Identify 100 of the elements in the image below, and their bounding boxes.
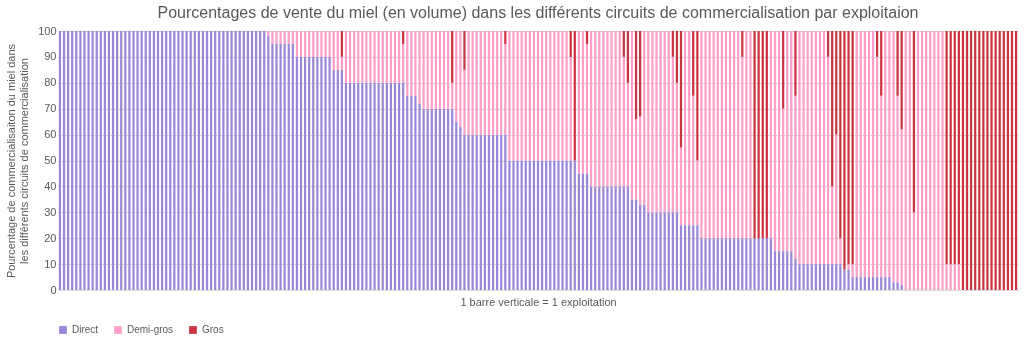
- bar: [512, 31, 515, 161]
- bar: [512, 160, 515, 290]
- bar: [863, 277, 866, 290]
- bar: [659, 212, 662, 290]
- bar: [230, 31, 233, 290]
- bar: [389, 31, 393, 83]
- bar: [295, 31, 299, 57]
- bar: [753, 31, 756, 239]
- bar: [741, 31, 744, 57]
- bar: [610, 31, 613, 187]
- bar: [826, 31, 830, 57]
- bar: [467, 134, 470, 290]
- bar: [802, 31, 805, 265]
- bar: [622, 31, 625, 57]
- bar: [463, 134, 466, 290]
- bar: [557, 31, 560, 161]
- bar: [847, 269, 850, 290]
- bar: [377, 31, 380, 83]
- bar: [328, 56, 331, 290]
- bar: [606, 31, 609, 187]
- bar: [786, 251, 789, 290]
- bar: [790, 251, 793, 290]
- y-tick-label: 0: [50, 283, 57, 296]
- bar: [843, 31, 846, 270]
- legend-label: Gros: [202, 324, 224, 335]
- bar: [561, 31, 564, 161]
- bar: [557, 160, 560, 290]
- legend-label: Direct: [72, 324, 99, 335]
- bar: [716, 238, 719, 290]
- bar: [373, 31, 376, 83]
- y-tick-label: 50: [44, 154, 57, 166]
- bar: [810, 264, 813, 290]
- bar: [745, 31, 748, 239]
- bar: [708, 238, 711, 290]
- bar: [753, 238, 756, 290]
- bar: [937, 31, 940, 290]
- bar: [880, 277, 883, 290]
- bar: [336, 31, 339, 70]
- bar: [422, 31, 425, 109]
- bar: [585, 31, 589, 44]
- bar: [132, 31, 135, 290]
- bar: [700, 31, 703, 239]
- bar: [896, 282, 899, 290]
- bar: [839, 264, 842, 290]
- bar: [777, 251, 781, 290]
- bar: [299, 31, 303, 57]
- bar: [851, 264, 854, 278]
- bar: [953, 264, 956, 290]
- bar: [765, 238, 768, 290]
- bar: [381, 31, 384, 83]
- bar: [340, 31, 343, 57]
- bar: [851, 31, 854, 265]
- bar: [892, 31, 895, 283]
- bar: [569, 31, 572, 57]
- bar: [332, 31, 335, 70]
- bar: [177, 31, 180, 290]
- legend-label: Demi-gros: [127, 324, 174, 335]
- bar: [516, 160, 519, 290]
- bar: [782, 251, 785, 290]
- bar: [508, 31, 511, 161]
- bar: [402, 43, 405, 83]
- bar: [467, 31, 470, 135]
- bar: [655, 31, 658, 213]
- bar: [385, 31, 388, 83]
- bar: [949, 264, 952, 290]
- bar: [626, 31, 630, 83]
- bar: [361, 31, 364, 83]
- bar: [986, 31, 989, 290]
- bar: [957, 264, 960, 290]
- bar: [565, 160, 568, 290]
- bar: [704, 238, 707, 290]
- bar: [741, 238, 744, 290]
- bar: [320, 56, 323, 290]
- bar: [365, 31, 368, 83]
- bar: [700, 238, 703, 290]
- bar: [328, 31, 331, 57]
- bar: [373, 82, 376, 290]
- bar: [745, 238, 748, 290]
- bar: [708, 31, 711, 239]
- bar: [344, 31, 348, 83]
- bar: [773, 251, 777, 290]
- bar: [888, 31, 891, 278]
- bar: [655, 212, 658, 290]
- bar: [651, 212, 654, 290]
- bar: [369, 82, 372, 290]
- bar: [675, 31, 679, 83]
- bar: [822, 264, 826, 290]
- bar: [414, 95, 417, 290]
- bar: [87, 31, 90, 290]
- y-tick-label: 40: [44, 179, 57, 192]
- bar: [283, 31, 286, 44]
- bar: [397, 31, 401, 83]
- bar: [659, 31, 662, 213]
- bar: [316, 31, 319, 57]
- bar: [749, 31, 752, 239]
- bar: [365, 82, 368, 290]
- bar: [835, 264, 838, 290]
- bar: [859, 277, 862, 290]
- bar: [561, 160, 564, 290]
- x-axis-title: 1 barre verticale = 1 exploitation: [460, 295, 617, 308]
